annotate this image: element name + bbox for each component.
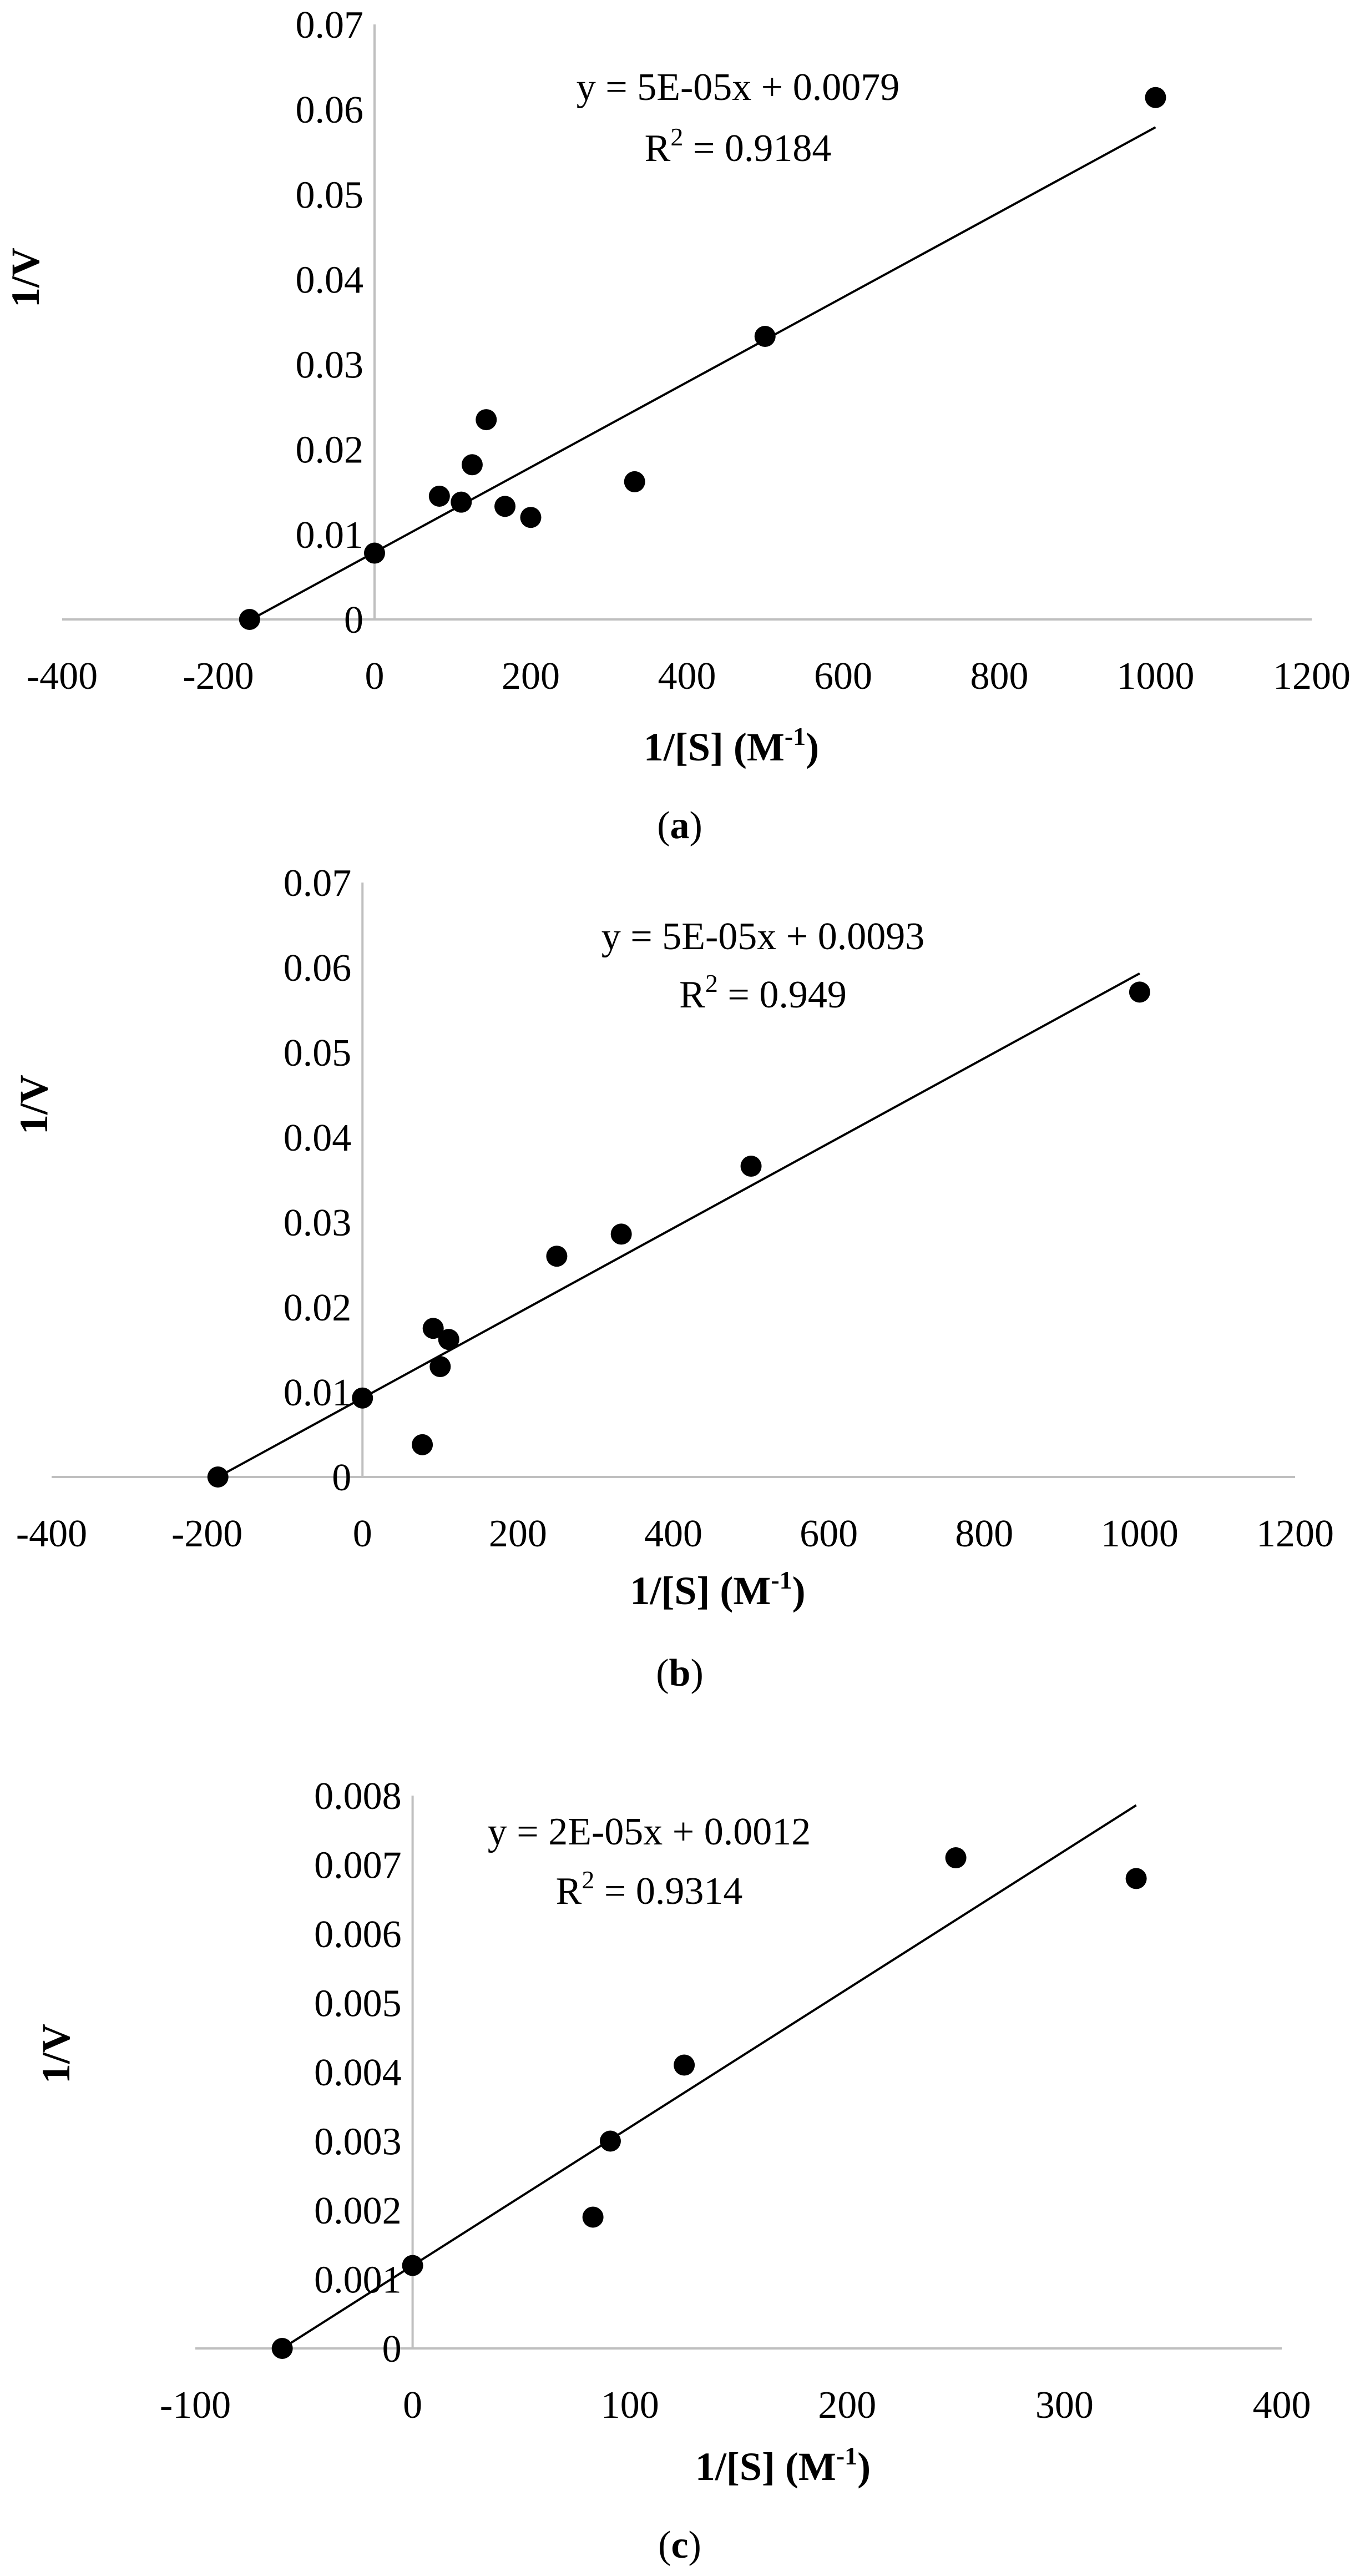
data-point <box>1129 981 1150 1003</box>
trendline <box>249 126 1156 622</box>
x-axis-title: 1/[S] (M-1) <box>630 1566 805 1613</box>
y-tick-label: 0.05 <box>284 1032 352 1075</box>
x-tick-label: 0 <box>403 2384 422 2427</box>
y-tick-label: 0.01 <box>284 1372 352 1414</box>
x-tick-label: -100 <box>160 2384 231 2427</box>
chart-panel-b: 0 0.01 0.02 0.03 0.04 0.05 0.06 0.07 -400 -200 0 20… <box>12 862 1334 1695</box>
x-tick-label: 400 <box>644 1513 702 1555</box>
y-tick-label: 0.03 <box>284 1202 352 1244</box>
x-tick-label: 800 <box>970 655 1029 698</box>
data-point <box>610 1223 632 1245</box>
y-tick-label: 0.07 <box>296 4 364 47</box>
x-axis-title: 1/[S] (M-1) <box>644 722 819 769</box>
y-tick-label: 0.04 <box>296 259 364 301</box>
x-tick-label: 400 <box>658 655 716 698</box>
data-point <box>352 1387 373 1409</box>
y-tick-label: 0.001 <box>314 2259 402 2302</box>
x-axis-title: 1/[S] (M-1) <box>695 2442 871 2489</box>
y-tick-label: 0.05 <box>296 174 364 216</box>
data-point <box>429 1356 451 1378</box>
data-point <box>428 485 450 507</box>
data-point <box>546 1246 568 1267</box>
data-point <box>364 542 385 564</box>
panel-caption: (a) <box>657 804 702 847</box>
y-axis-title: 1/V <box>3 248 48 307</box>
data-point <box>582 2206 604 2228</box>
y-tick-label: 0.002 <box>314 2190 402 2232</box>
y-tick-label: 0.008 <box>314 1775 402 1818</box>
x-tick-label: 0 <box>353 1513 372 1555</box>
data-point <box>624 471 645 492</box>
x-tick-label: 600 <box>800 1513 858 1555</box>
r-squared-label: R2 = 0.9184 <box>645 123 832 170</box>
data-point <box>402 2255 423 2276</box>
x-tick-label: 600 <box>814 655 872 698</box>
data-point <box>674 2054 695 2076</box>
trendline-equation: y = 5E-05x + 0.0093 <box>601 915 925 958</box>
y-tick-label: 0.02 <box>284 1287 352 1329</box>
panel-caption: (b) <box>656 1652 704 1695</box>
y-tick-label: 0.02 <box>296 429 364 472</box>
y-tick-label: 0.005 <box>314 1983 402 2025</box>
y-tick-label: 0 <box>332 1456 351 1499</box>
trendline-equation: y = 5E-05x + 0.0079 <box>577 66 900 109</box>
data-point <box>207 1466 229 1488</box>
data-point <box>494 496 516 517</box>
data-point <box>271 2338 293 2359</box>
y-tick-label: 0.07 <box>284 862 352 905</box>
data-point <box>1145 87 1166 108</box>
y-tick-label: 0.007 <box>314 1844 402 1887</box>
y-tick-label: 0 <box>382 2328 402 2371</box>
y-axis-title: 1/V <box>34 2024 78 2084</box>
data-point <box>945 1847 967 1869</box>
x-tick-label: 800 <box>955 1513 1013 1555</box>
x-tick-label: -200 <box>183 655 254 698</box>
y-tick-label: 0.01 <box>296 514 364 557</box>
y-tick-label: 0.06 <box>296 89 364 132</box>
trendline-equation: y = 2E-05x + 0.0012 <box>488 1811 811 1853</box>
y-axis-title: 1/V <box>12 1075 56 1135</box>
r-squared-label: R2 = 0.9314 <box>556 1866 743 1913</box>
data-point <box>422 1318 444 1339</box>
y-tick-label: 0.006 <box>314 1913 402 1956</box>
data-point <box>451 491 472 513</box>
data-point <box>1125 1868 1147 1889</box>
chart-panel-c: 0 0.001 0.002 0.003 0.004 0.005 0.006 0.007 0.00… <box>34 1775 1311 2567</box>
panel-caption: (c) <box>658 2524 701 2567</box>
x-tick-label: 1200 <box>1256 1513 1334 1555</box>
data-point <box>438 1329 459 1350</box>
r-squared-label: R2 = 0.949 <box>679 969 847 1016</box>
x-tick-label: -400 <box>16 1513 87 1555</box>
y-tick-label: 0.004 <box>314 2051 402 2094</box>
data-point <box>476 409 497 431</box>
data-point <box>754 326 776 347</box>
x-tick-label: 300 <box>1035 2384 1094 2427</box>
x-tick-label: 1000 <box>1117 655 1195 698</box>
x-tick-label: 0 <box>365 655 385 698</box>
data-point <box>599 2130 621 2152</box>
y-tick-label: 0.06 <box>284 947 352 990</box>
data-point <box>520 507 542 528</box>
x-tick-label: 100 <box>601 2384 659 2427</box>
trendline <box>281 1804 1137 2350</box>
x-tick-label: 1000 <box>1101 1513 1179 1555</box>
x-tick-label: 200 <box>489 1513 547 1555</box>
x-tick-label: -400 <box>27 655 98 698</box>
x-tick-label: -200 <box>171 1513 242 1555</box>
data-point <box>412 1434 433 1455</box>
x-tick-label: 200 <box>818 2384 876 2427</box>
data-point <box>461 454 483 476</box>
x-tick-label: 1200 <box>1273 655 1351 698</box>
y-tick-label: 0.03 <box>296 344 364 387</box>
x-tick-label: 200 <box>502 655 560 698</box>
chart-panel-a: 0 0.01 0.02 0.03 0.04 0.05 0.06 0.07 -400 -200 0 20… <box>3 4 1351 847</box>
y-tick-label: 0.04 <box>284 1117 352 1160</box>
data-point <box>239 609 260 630</box>
y-tick-label: 0.003 <box>314 2121 402 2164</box>
y-tick-label: 0 <box>344 599 363 642</box>
data-point <box>740 1156 762 1177</box>
x-tick-label: 400 <box>1253 2384 1311 2427</box>
